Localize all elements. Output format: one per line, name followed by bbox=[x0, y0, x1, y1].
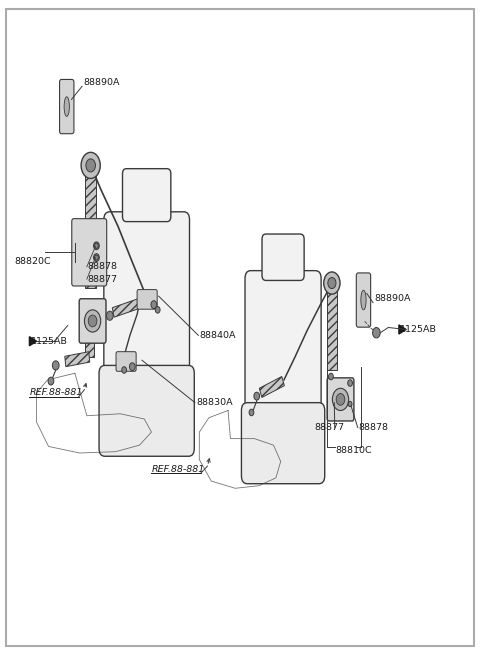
Text: 88877: 88877 bbox=[314, 423, 344, 432]
FancyBboxPatch shape bbox=[241, 403, 324, 483]
FancyBboxPatch shape bbox=[245, 271, 321, 417]
FancyBboxPatch shape bbox=[137, 290, 157, 309]
Circle shape bbox=[88, 315, 97, 327]
Circle shape bbox=[348, 380, 352, 386]
Text: 1125AB: 1125AB bbox=[31, 337, 68, 346]
Polygon shape bbox=[85, 339, 94, 357]
FancyBboxPatch shape bbox=[262, 234, 304, 280]
FancyBboxPatch shape bbox=[104, 212, 190, 381]
Text: 88830A: 88830A bbox=[196, 398, 233, 407]
FancyBboxPatch shape bbox=[99, 365, 194, 457]
Circle shape bbox=[249, 409, 254, 416]
Polygon shape bbox=[259, 377, 284, 398]
Circle shape bbox=[94, 253, 99, 261]
Circle shape bbox=[372, 328, 380, 338]
Circle shape bbox=[94, 242, 99, 250]
Circle shape bbox=[86, 159, 96, 172]
Circle shape bbox=[122, 367, 127, 373]
Circle shape bbox=[52, 361, 59, 370]
FancyBboxPatch shape bbox=[327, 378, 354, 421]
Circle shape bbox=[328, 373, 333, 380]
Polygon shape bbox=[399, 325, 406, 334]
Circle shape bbox=[81, 153, 100, 178]
Circle shape bbox=[95, 243, 98, 248]
Ellipse shape bbox=[361, 290, 366, 310]
Circle shape bbox=[328, 278, 336, 289]
FancyBboxPatch shape bbox=[79, 299, 106, 343]
Circle shape bbox=[348, 402, 352, 407]
FancyBboxPatch shape bbox=[60, 79, 74, 134]
Circle shape bbox=[48, 377, 54, 385]
Circle shape bbox=[95, 255, 98, 260]
FancyBboxPatch shape bbox=[122, 169, 171, 221]
Text: 88890A: 88890A bbox=[374, 293, 410, 303]
Polygon shape bbox=[112, 299, 140, 317]
Text: 88810C: 88810C bbox=[336, 446, 372, 455]
Circle shape bbox=[336, 394, 345, 405]
Circle shape bbox=[84, 310, 101, 332]
Polygon shape bbox=[65, 352, 90, 367]
Text: REF.88-881: REF.88-881 bbox=[29, 388, 83, 398]
Text: 88840A: 88840A bbox=[199, 331, 236, 340]
Text: REF.88-881: REF.88-881 bbox=[152, 465, 204, 474]
Ellipse shape bbox=[64, 97, 70, 117]
Polygon shape bbox=[85, 168, 96, 288]
Text: 88878: 88878 bbox=[88, 262, 118, 271]
Circle shape bbox=[130, 363, 135, 371]
Text: 88877: 88877 bbox=[88, 274, 118, 284]
Polygon shape bbox=[327, 285, 336, 370]
Circle shape bbox=[254, 392, 260, 400]
Circle shape bbox=[332, 388, 348, 411]
FancyBboxPatch shape bbox=[72, 219, 107, 286]
Circle shape bbox=[324, 272, 340, 294]
Text: 1125AB: 1125AB bbox=[400, 325, 437, 334]
FancyBboxPatch shape bbox=[116, 352, 136, 371]
Polygon shape bbox=[29, 337, 36, 346]
Circle shape bbox=[107, 311, 113, 320]
Text: 88820C: 88820C bbox=[14, 257, 51, 266]
Text: 88890A: 88890A bbox=[84, 78, 120, 87]
FancyBboxPatch shape bbox=[356, 273, 371, 328]
Circle shape bbox=[156, 307, 160, 313]
Circle shape bbox=[151, 301, 157, 309]
Text: 88878: 88878 bbox=[359, 423, 389, 432]
